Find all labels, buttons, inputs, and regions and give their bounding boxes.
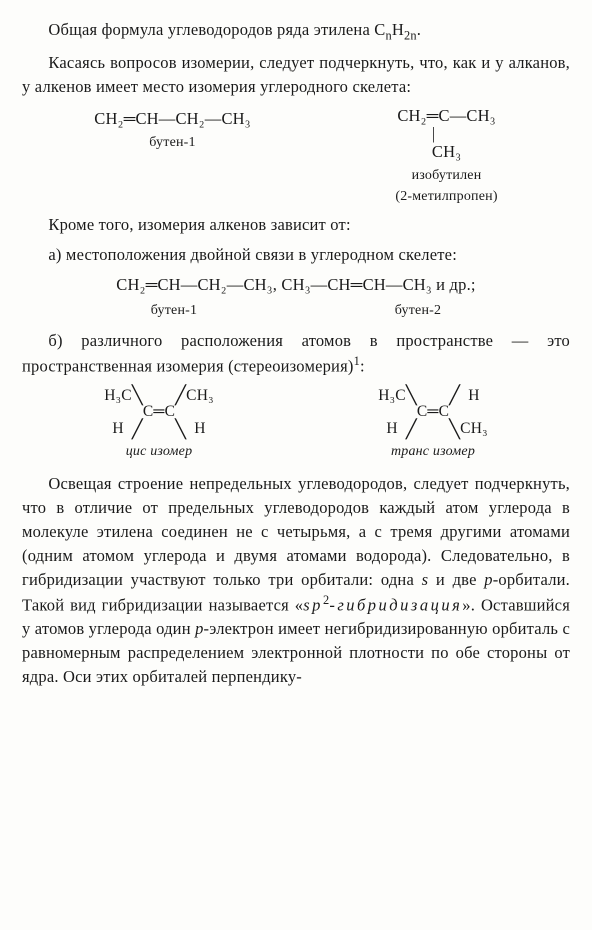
bond-icon: ╲ [406,386,417,404]
text: : [360,356,365,375]
para-isomerism-intro: Касаясь вопросов изомерии, следует подче… [22,51,570,99]
butene-2-label: бутен-2 [395,301,441,321]
para-item-a: а) местоположения двойной связи в углеро… [22,243,570,267]
isobutylene-formula: CH₂═C—CH₃ | CH₃ [397,107,495,161]
structural-isomers-row: CH₂═CH—CH₂—CH₃ бутен-1 CH₂═C—CH₃ | CH₃ и… [22,107,570,207]
formula-line: CH₃ [397,143,495,161]
trans-isomer-block: H₃C ╲ ╱ H C═C H ╱ ╲ CH₃ транс изомер [378,386,487,462]
p-orbital: p [484,570,492,589]
bond-icon: ╱ [132,420,143,438]
butene-1-label: бутен-1 [151,301,197,321]
bond-icon: ╲ [132,386,143,404]
text: . [417,20,421,39]
isobutylene-block: CH₂═C—CH₃ | CH₃ изобутилен (2-метилпропе… [395,107,497,207]
cis-isomer-block: H₃C ╲ ╱ CH₃ C═C H ╱ ╲ H цис изомер [104,386,213,462]
butene-1-label: бутен-1 [94,133,250,153]
position-isomers-formula: CH₂═CH—CH₂—CH₃, CH₃—CH═CH—CH₃ и др.; [22,273,570,297]
sp-term: sp [303,595,323,614]
para-depends-on: Кроме того, изомерия алкенов зависит от: [22,213,570,237]
butene-1-block: CH₂═CH—CH₂—CH₃ бутен-1 [94,107,250,207]
subscript-2n: 2n [404,28,417,42]
bond-icon: ╱ [175,386,186,404]
formula-line: | [397,125,495,143]
double-bond: C═C [417,404,449,420]
formula-line: CH₂═C—CH₃ [397,107,495,125]
cis-structure: H₃C ╲ ╱ CH₃ C═C H ╱ ╲ H [104,386,213,438]
bond-icon: ╲ [175,420,186,438]
atom: H [112,421,123,437]
position-isomers-row: CH₂═CH—CH₂—CH₃, CH₃—CH═CH—CH₃ и др.; [22,273,570,297]
bond-icon: ╱ [406,420,417,438]
para-hybridization: Освещая строение непредельных углеводоро… [22,472,570,689]
p-electron: p [195,619,203,638]
hybridization-term: -гибридизация [329,595,462,614]
text: б) различного расположения атомов в прос… [22,331,570,375]
atom: H [386,421,397,437]
bond-icon: ╱ [449,386,460,404]
atom: CH₃ [186,388,214,404]
isobutylene-label: изобутилен [395,166,497,186]
trans-label: транс изомер [378,442,487,462]
trans-structure: H₃C ╲ ╱ H C═C H ╱ ╲ CH₃ [378,386,487,438]
bond-icon: ╲ [449,420,460,438]
atom: H₃C [104,388,132,404]
text: и две [428,570,484,589]
butene-1-formula: CH₂═CH—CH₂—CH₃ [94,107,250,131]
isobutylene-label-2: (2-метилпропен) [395,187,497,207]
para-general-formula: Общая формула углеводородов ряда этилена… [22,18,570,45]
atom: H [468,388,479,404]
cis-label: цис изомер [104,442,213,462]
double-bond: C═C [143,404,175,420]
position-isomers-labels: бутен-1 бутен-2 [22,299,570,329]
text: Общая формула углеводородов ряда этилена… [48,20,385,39]
text: H [392,20,404,39]
para-item-b: б) различного расположения атомов в прос… [22,329,570,378]
atom: H₃C [378,388,406,404]
atom: CH₃ [460,421,488,437]
atom: H [194,421,205,437]
stereoisomers-row: H₃C ╲ ╱ CH₃ C═C H ╱ ╲ H цис изомер H₃C ╲… [22,386,570,462]
